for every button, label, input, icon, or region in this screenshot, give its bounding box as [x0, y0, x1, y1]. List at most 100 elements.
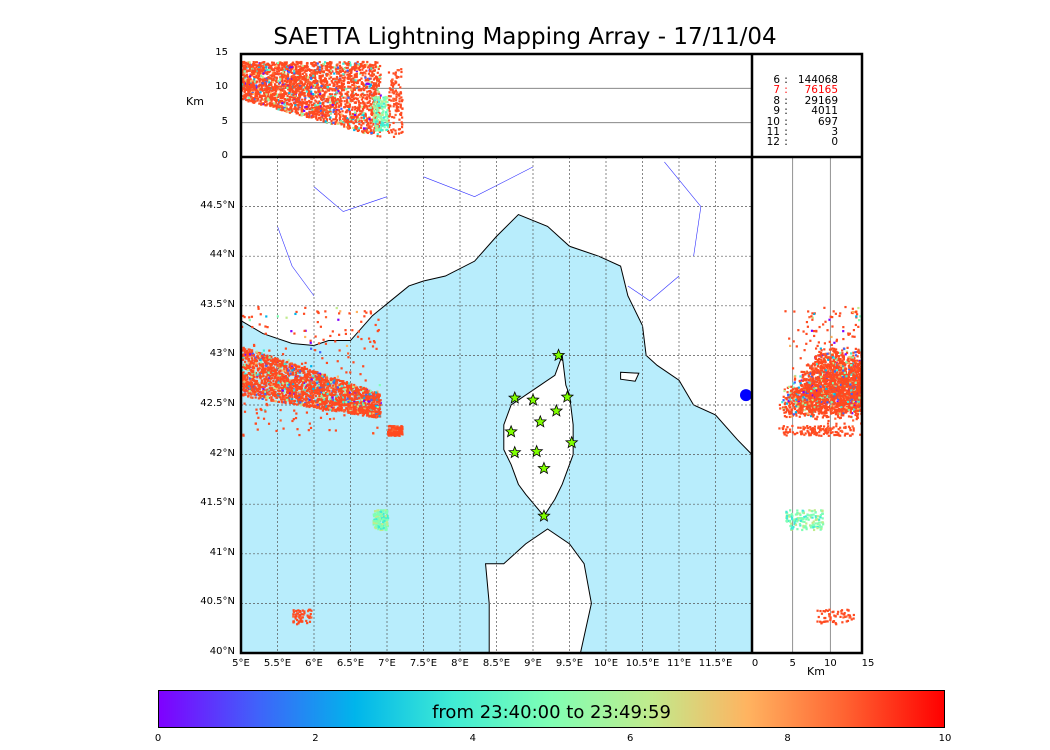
source-point-lon-alt: [369, 97, 372, 100]
source-point-alt-lat: [845, 350, 849, 353]
source-point-lon-alt: [339, 104, 343, 107]
source-point-lon-alt: [293, 102, 296, 106]
source-point-map: [283, 396, 286, 399]
source-point-map: [360, 401, 363, 405]
source-point-map: [335, 410, 338, 413]
source-point-map: [250, 357, 254, 360]
source-point-alt-lat: [833, 400, 836, 403]
source-point-lon-alt: [349, 71, 353, 75]
source-point-map: [258, 372, 261, 375]
source-point-alt-lat: [801, 404, 804, 407]
source-point-map: [341, 401, 345, 405]
source-point-map: [317, 384, 320, 387]
source-point-lon-alt: [296, 108, 299, 111]
source-point-map: [358, 389, 361, 392]
source-point-alt-lat: [842, 367, 845, 370]
source-point-map: [307, 400, 310, 403]
source-point-map: [288, 379, 291, 382]
source-point-lon-alt: [352, 81, 356, 85]
source-point-alt-lat: [814, 376, 818, 379]
source-point-map: [319, 416, 323, 419]
source-point-map: [285, 397, 288, 400]
source-point-lon-alt: [359, 95, 362, 98]
source-point-map: [269, 377, 272, 380]
source-point-map: [298, 433, 301, 437]
source-point-lon-alt: [311, 72, 314, 75]
source-point-map: [269, 364, 272, 367]
source-point-lon-alt: [346, 127, 350, 130]
source-point-lon-alt: [319, 118, 322, 121]
source-point-lon-alt: [303, 82, 306, 85]
source-point-alt-lat: [827, 352, 830, 355]
source-point-map: [244, 357, 247, 360]
source-point-alt-lat: [855, 402, 858, 405]
source-point-lon-alt: [342, 89, 345, 92]
source-point-alt-lat: [859, 369, 862, 373]
source-point-map: [374, 323, 377, 327]
source-point-lon-alt: [285, 107, 288, 110]
source-point-lon-alt: [356, 86, 360, 89]
source-point-alt-lat: [824, 404, 828, 407]
source-point-alt-lat: [846, 390, 849, 393]
source-point-lon-alt: [289, 93, 292, 96]
source-point-alt-lat: [826, 422, 830, 425]
source-point-lon-alt: [290, 96, 293, 99]
source-point-map: [332, 406, 335, 409]
source-point-map: [298, 391, 301, 394]
source-point-map: [281, 353, 285, 356]
source-point-lon-alt: [266, 92, 269, 96]
source-point-lon-alt: [370, 112, 373, 116]
source-point-map: [339, 398, 342, 401]
source-point-map: [308, 371, 311, 374]
source-point-map: [295, 365, 298, 368]
source-point-lon-alt: [248, 94, 251, 97]
source-point-lon-alt: [303, 71, 306, 74]
source-point-map: [282, 373, 285, 377]
source-point-alt-lat: [848, 359, 851, 362]
source-point-alt-lat: [853, 376, 856, 379]
source-point-map: [375, 347, 378, 350]
source-point-map: [333, 379, 336, 382]
source-point-lon-alt: [324, 105, 328, 108]
source-point-lon-alt: [371, 118, 374, 121]
source-point-map: [252, 376, 256, 379]
source-point-map: [291, 382, 295, 385]
source-point-lon-alt: [367, 66, 370, 69]
source-point-lon-alt: [350, 74, 353, 78]
source-point-map: [299, 394, 302, 397]
source-point-lon-alt: [290, 88, 294, 91]
source-point-map: [331, 409, 334, 412]
source-point-lon-alt: [263, 67, 267, 71]
source-point-alt-lat: [853, 380, 856, 383]
source-point-lon-alt: [356, 115, 359, 118]
source-point-map: [304, 399, 307, 402]
source-point-map: [255, 408, 258, 411]
source-point-map: [351, 329, 354, 332]
source-point-map: [329, 334, 332, 338]
source-point-alt-lat: [820, 379, 823, 382]
source-point-map: [295, 397, 298, 400]
source-point-alt-lat: [830, 335, 833, 339]
source-point-lon-alt: [314, 93, 317, 96]
source-point-map: [251, 385, 254, 388]
source-point-lon-alt: [276, 70, 279, 73]
source-point-map: [314, 395, 317, 398]
source-point-alt-lat: [856, 404, 859, 407]
source-point-map: [286, 398, 289, 402]
source-point-lon-alt: [338, 72, 341, 75]
source-point-lon-alt: [350, 78, 353, 81]
source-point-alt-lat: [797, 400, 800, 403]
source-point-map: [319, 379, 323, 382]
source-point-alt-lat: [788, 401, 791, 404]
source-point-alt-lat: [803, 349, 806, 352]
source-point-map: [337, 378, 340, 382]
source-point-lon-alt: [329, 110, 332, 113]
source-point-alt-lat: [849, 410, 852, 413]
source-point-alt-lat: [788, 337, 791, 340]
source-point-lon-alt: [267, 96, 271, 99]
source-point-alt-lat: [858, 376, 861, 379]
source-point-map: [251, 396, 254, 399]
source-point-map: [265, 368, 269, 371]
source-point-lon-alt: [325, 62, 329, 65]
source-point-alt-lat: [848, 390, 851, 394]
